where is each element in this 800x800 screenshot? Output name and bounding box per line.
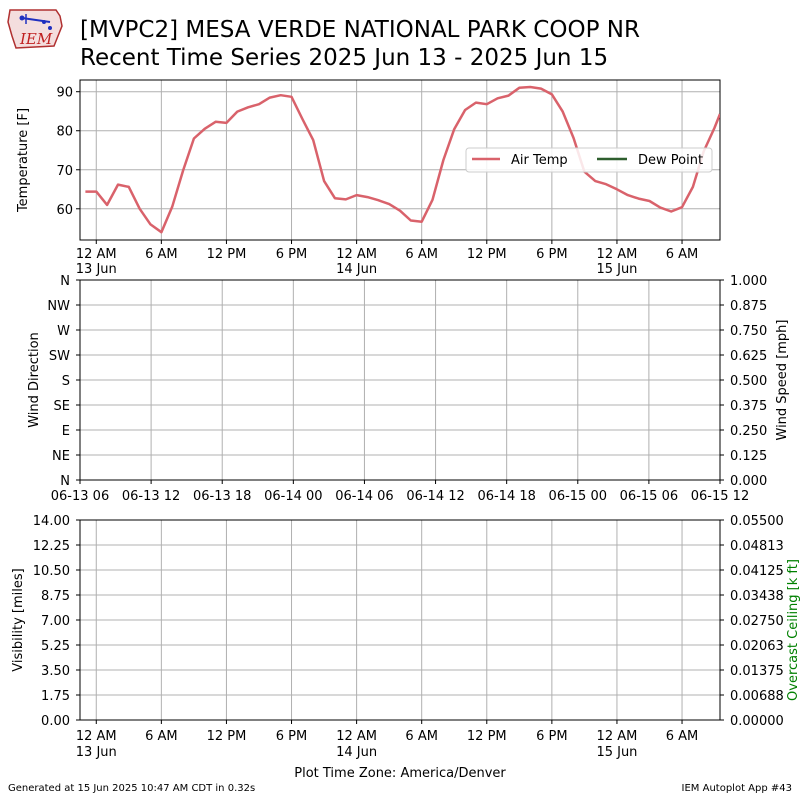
chart-title-line2: Recent Time Series 2025 Jun 13 - 2025 Ju…: [80, 45, 609, 71]
temp-x-tick-label: 6 PM: [536, 247, 567, 262]
app-id: IEM Autoplot App #43: [681, 783, 792, 794]
temp-legend-box: [465, 147, 713, 173]
wind-direction-tick-label: N: [60, 474, 70, 489]
vis-x-tick-date: 13 Jun: [76, 745, 117, 760]
wind-x-tick-label: 06-14 06: [335, 489, 393, 504]
wind-speed-tick-label: 0.500: [730, 374, 767, 389]
wind-plot-frame: [79, 279, 721, 481]
wind-direction-tick-label: NW: [47, 299, 70, 314]
logo-text: IEM: [19, 30, 53, 48]
vis-plot-frame: [79, 519, 721, 721]
vis-x-tick-label: 6 AM: [405, 729, 438, 744]
chart-title-line1: [MVPC2] MESA VERDE NATIONAL PARK COOP NR: [80, 17, 640, 43]
visibility-tick-label: 3.50: [41, 664, 70, 679]
temp-plot-frame: [79, 79, 721, 241]
ceiling-tick-label: 0.02750: [730, 614, 784, 629]
temp-x-tick-date: 13 Jun: [76, 262, 117, 277]
wind-x-tick-label: 06-15 06: [620, 489, 678, 504]
wind-speed-tick-label: 0.625: [730, 349, 767, 364]
ceiling-tick-label: 0.02063: [730, 639, 784, 654]
vis-x-tick-label: 12 AM: [336, 729, 377, 744]
ceiling-axis-label: Overcast Ceiling [k ft]: [786, 559, 800, 701]
temp-x-tick-label: 12 AM: [76, 247, 117, 262]
temp-x-tick-label: 12 PM: [467, 247, 507, 262]
ceiling-tick-label: 0.01375: [730, 664, 784, 679]
vis-x-tick-date: 14 Jun: [336, 745, 377, 760]
temp-y-tick-label: 90: [56, 86, 73, 101]
wind-speed-tick-label: 0.875: [730, 299, 767, 314]
temp-x-tick-date: 14 Jun: [336, 262, 377, 277]
wind-x-tick-label: 06-14 18: [477, 489, 535, 504]
wind-x-tick-label: 06-13 18: [193, 489, 251, 504]
wind-direction-tick-label: SW: [49, 349, 70, 364]
legend-dew-point-label: Dew Point: [638, 153, 703, 168]
visibility-tick-label: 10.50: [33, 564, 70, 579]
temp-x-tick-label: 6 AM: [666, 247, 699, 262]
x-axis-timezone-label: Plot Time Zone: America/Denver: [294, 766, 506, 781]
visibility-axis-label: Visibility [miles]: [11, 568, 26, 671]
temp-x-tick-date: 15 Jun: [596, 262, 637, 277]
visibility-tick-label: 0.00: [41, 714, 70, 729]
wind-speed-tick-label: 0.125: [730, 449, 767, 464]
wind-direction-tick-label: S: [62, 374, 70, 389]
wind-speed-tick-label: 0.000: [730, 474, 767, 489]
ceiling-tick-label: 0.05500: [730, 514, 784, 529]
temp-x-tick-label: 6 AM: [405, 247, 438, 262]
temp-x-tick-label: 6 PM: [276, 247, 307, 262]
vis-x-tick-label: 6 PM: [536, 729, 567, 744]
visibility-tick-label: 1.75: [41, 689, 70, 704]
wind-x-tick-label: 06-15 12: [691, 489, 749, 504]
ceiling-tick-label: 0.00688: [730, 689, 784, 704]
wind-x-tick-label: 06-15 00: [549, 489, 607, 504]
visibility-tick-label: 12.25: [33, 539, 70, 554]
temp-x-tick-label: 6 AM: [145, 247, 178, 262]
wind-direction-tick-label: NE: [52, 449, 70, 464]
wind-x-tick-label: 06-13 12: [122, 489, 180, 504]
wind-speed-tick-label: 0.250: [730, 424, 767, 439]
visibility-tick-label: 14.00: [33, 514, 70, 529]
wind-x-tick-label: 06-14 00: [264, 489, 322, 504]
iem-logo: IEM: [6, 6, 68, 50]
wind-direction-axis-label: Wind Direction: [27, 332, 42, 428]
vis-x-tick-label: 12 PM: [467, 729, 507, 744]
wind-speed-tick-label: 0.750: [730, 324, 767, 339]
wind-x-tick-label: 06-14 12: [406, 489, 464, 504]
temp-y-tick-label: 70: [56, 164, 73, 179]
ceiling-tick-label: 0.03438: [730, 589, 784, 604]
visibility-tick-label: 8.75: [41, 589, 70, 604]
wind-direction-tick-label: SE: [54, 399, 70, 414]
visibility-tick-label: 7.00: [41, 614, 70, 629]
vis-x-tick-label: 6 AM: [145, 729, 178, 744]
air-temp-series-line: [85, 85, 720, 234]
vis-x-tick-label: 12 AM: [76, 729, 117, 744]
visibility-tick-label: 5.25: [41, 639, 70, 654]
wind-speed-tick-label: 0.375: [730, 399, 767, 414]
wind-direction-tick-label: N: [60, 274, 70, 289]
wind-speed-tick-label: 1.000: [730, 274, 767, 289]
legend-air-temp-label: Air Temp: [511, 153, 568, 168]
chart-title: [MVPC2] MESA VERDE NATIONAL PARK COOP NR…: [80, 16, 640, 72]
wind-speed-axis-label: Wind Speed [mph]: [775, 320, 790, 441]
vis-x-tick-label: 6 PM: [276, 729, 307, 744]
vis-x-tick-label: 6 AM: [666, 729, 699, 744]
wind-direction-tick-label: E: [62, 424, 70, 439]
ceiling-tick-label: 0.04125: [730, 564, 784, 579]
vis-x-tick-label: 12 PM: [207, 729, 247, 744]
temp-x-tick-label: 12 AM: [336, 247, 377, 262]
wind-direction-tick-label: W: [57, 324, 70, 339]
vis-x-tick-date: 15 Jun: [596, 745, 637, 760]
vis-x-tick-label: 12 AM: [597, 729, 638, 744]
ceiling-tick-label: 0.04813: [730, 539, 784, 554]
temp-y-axis-label: Temperature [F]: [16, 108, 31, 213]
temp-x-tick-label: 12 PM: [207, 247, 247, 262]
temp-x-tick-label: 12 AM: [597, 247, 638, 262]
ceiling-tick-label: 0.00000: [730, 714, 784, 729]
temp-y-tick-label: 60: [56, 203, 73, 218]
generated-timestamp: Generated at 15 Jun 2025 10:47 AM CDT in…: [8, 783, 256, 794]
wind-x-tick-label: 06-13 06: [51, 489, 109, 504]
temp-y-tick-label: 80: [56, 125, 73, 140]
